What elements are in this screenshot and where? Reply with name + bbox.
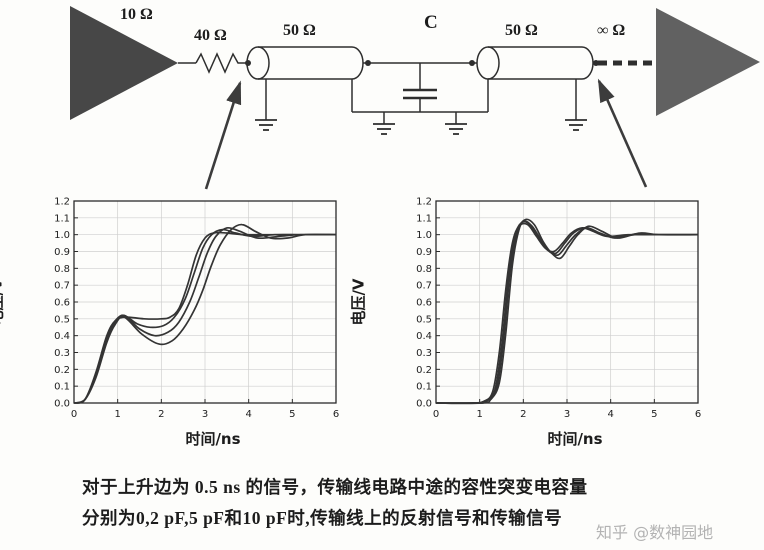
transmission-line-1-icon bbox=[246, 46, 364, 80]
ground-bus bbox=[265, 79, 577, 124]
x-tick-label: 6 bbox=[333, 409, 339, 420]
caption-line-1: 对于上升边为 0.5 ns 的信号，传输线电路中途的容性突变电容量 bbox=[82, 477, 588, 497]
x-tick-label: 3 bbox=[202, 409, 208, 420]
y-tick-label: 0.0 bbox=[416, 399, 432, 410]
probe-arrow-right-icon bbox=[597, 78, 648, 188]
y-tick-label: 1.0 bbox=[54, 230, 70, 241]
x-tick-label: 1 bbox=[114, 409, 120, 420]
ground-icon bbox=[445, 123, 467, 135]
x-tick-label: 5 bbox=[289, 409, 295, 420]
y-tick-label: 0.0 bbox=[54, 399, 70, 410]
y-tick-label: 1.2 bbox=[54, 197, 70, 208]
x-tick-label: 6 bbox=[695, 409, 701, 420]
x-axis-label: 时间/ns bbox=[185, 430, 241, 448]
figure-caption: 对于上升边为 0.5 ns 的信号，传输线电路中途的容性突变电容量 分别为0,2… bbox=[82, 472, 722, 534]
y-axis-label: 电压/V bbox=[349, 278, 368, 326]
transmitted-signal-plot: 0.0 0.1 0.2 0.3 0.4 0.5 0.6 0.7 0.8 0.9 1.0 1.1 1.2 0… bbox=[416, 197, 701, 421]
series-C=5 pF bbox=[73, 226, 337, 404]
transmission-line-2-icon bbox=[476, 46, 594, 80]
node-dot bbox=[245, 60, 251, 66]
node-dot bbox=[593, 60, 599, 66]
ground-icon bbox=[565, 119, 587, 131]
driver-triangle-icon bbox=[70, 6, 178, 120]
series-C=10 pF bbox=[73, 223, 337, 404]
capacitor-icon bbox=[403, 63, 437, 112]
y-tick-label: 0.3 bbox=[416, 348, 432, 359]
y-tick-label: 0.8 bbox=[54, 264, 70, 275]
x-tick-label: 4 bbox=[245, 409, 251, 420]
ground-icon bbox=[373, 123, 395, 135]
x-tick-label: 1 bbox=[476, 409, 482, 420]
y-tick-label: 1.2 bbox=[416, 197, 432, 208]
x-tick-label: 5 bbox=[651, 409, 657, 420]
circuit-diagram bbox=[70, 6, 760, 190]
y-tick-label: 1.1 bbox=[416, 213, 432, 224]
x-tick-label: 2 bbox=[158, 409, 164, 420]
y-tick-label: 0.2 bbox=[54, 365, 70, 376]
y-tick-label: 0.7 bbox=[416, 281, 432, 292]
y-axis-label: 电压/V bbox=[0, 278, 6, 326]
x-axis-label: 时间/ns bbox=[547, 430, 603, 448]
y-tick-label: 0.7 bbox=[54, 281, 70, 292]
y-tick-label: 1.0 bbox=[416, 230, 432, 241]
y-tick-label: 0.9 bbox=[54, 247, 70, 258]
receiver-triangle-icon bbox=[656, 8, 760, 116]
series-resistor-label: 40 Ω bbox=[194, 27, 227, 44]
reflected-signal-chart: 电压/V 0.0 0.1 0.2 0.3 0.4 0.5 0.6 0.7 0.8 0.9 1.0 1.… bbox=[0, 194, 360, 462]
watermark: 知乎 @数神园地 bbox=[596, 523, 714, 542]
y-tick-label: 0.2 bbox=[416, 365, 432, 376]
tline1-impedance-label: 50 Ω bbox=[283, 22, 316, 39]
y-tick-label: 0.9 bbox=[416, 247, 432, 258]
probe-arrow-left-icon bbox=[204, 80, 242, 190]
x-tick-label: 4 bbox=[607, 409, 613, 420]
y-tick-label: 0.4 bbox=[54, 331, 70, 342]
reflected-signal-plot: 0.0 0.1 0.2 0.3 0.4 0.5 0.6 0.7 0.8 0.9 1.0 1.1 1.2 0… bbox=[54, 197, 339, 421]
tline2-impedance-label: 50 Ω bbox=[505, 22, 538, 39]
x-tick-label: 2 bbox=[520, 409, 526, 420]
y-tick-label: 0.1 bbox=[416, 382, 432, 393]
series-C=10 pF bbox=[435, 218, 698, 405]
x-tick-label: 3 bbox=[564, 409, 570, 420]
transmitted-signal-chart: 电压/V 0.0 0.1 0.2 0.3 0.4 0.5 0.6 0.7 0.8 0.9 1.0 1.… bbox=[350, 194, 722, 462]
y-tick-label: 0.1 bbox=[54, 382, 70, 393]
y-tick-label: 0.5 bbox=[54, 314, 70, 325]
node-dot bbox=[469, 60, 475, 66]
y-tick-label: 1.1 bbox=[54, 213, 70, 224]
y-tick-label: 0.6 bbox=[416, 298, 432, 309]
ground-icon bbox=[255, 119, 277, 131]
x-tick-label: 0 bbox=[433, 409, 439, 420]
x-tick-label: 0 bbox=[71, 409, 77, 420]
y-tick-label: 0.5 bbox=[416, 314, 432, 325]
resistor-icon bbox=[195, 52, 248, 74]
y-tick-label: 0.8 bbox=[416, 264, 432, 275]
capacitor-label: C bbox=[424, 12, 438, 33]
node-dot bbox=[365, 60, 371, 66]
load-impedance-label: ∞ Ω bbox=[597, 22, 626, 39]
y-tick-label: 0.6 bbox=[54, 298, 70, 309]
source-impedance-label: 10 Ω bbox=[120, 6, 153, 23]
caption-line-2: 分别为0,2 pF,5 pF和10 pF时,传输线上的反射信号和传输信号 bbox=[82, 508, 563, 528]
y-tick-label: 0.4 bbox=[416, 331, 432, 342]
y-tick-label: 0.3 bbox=[54, 348, 70, 359]
